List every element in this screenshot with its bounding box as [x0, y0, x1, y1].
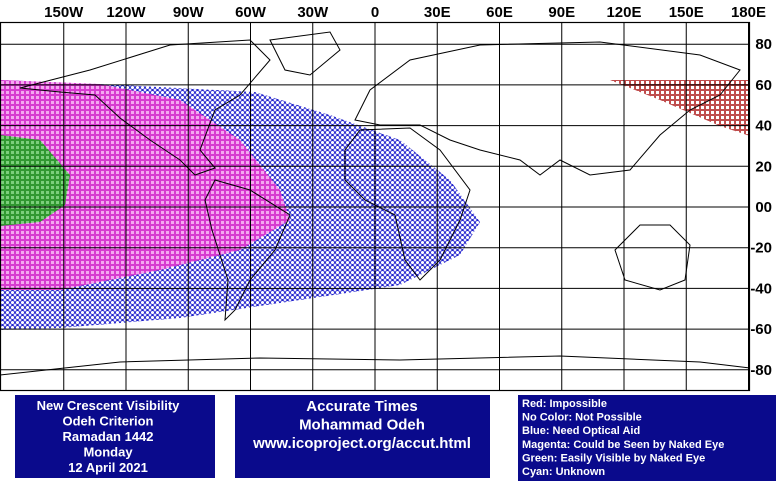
latitude-label: -80 — [750, 362, 772, 379]
longitude-label: 0 — [371, 4, 379, 21]
longitude-label: 90W — [173, 4, 205, 21]
australia — [614, 224, 691, 291]
latitude-label: -60 — [750, 321, 772, 338]
visibility-zones — [0, 80, 750, 330]
longitude-label: 30E — [424, 4, 451, 21]
credits-line: Mohammad Odeh — [299, 417, 425, 434]
longitude-label: 180E — [731, 4, 766, 21]
credits-box — [235, 395, 490, 478]
legend-line: Magenta: Could be Seen by Naked Eye — [522, 439, 724, 451]
longitude-label: 120W — [106, 4, 146, 21]
legend-line: Cyan: Unknown — [522, 466, 605, 478]
coastlines — [0, 31, 751, 376]
antarctica — [0, 355, 751, 376]
credits-line: www.icoproject.org/accut.html — [252, 435, 471, 452]
latitude-label: 40 — [755, 118, 772, 135]
red-zone — [610, 80, 750, 136]
south-america — [204, 179, 291, 322]
credits-line: Accurate Times — [306, 398, 417, 415]
latitude-label: 60 — [755, 77, 772, 94]
latitude-label: 80 — [755, 36, 772, 53]
latitude-label: 20 — [755, 158, 772, 175]
visibility-line: Monday — [83, 445, 133, 460]
latitude-label: -40 — [750, 280, 772, 297]
visibility-box — [15, 395, 215, 478]
longitude-label: 60W — [235, 4, 267, 21]
visibility-line: Odeh Criterion — [62, 414, 153, 429]
north-america — [19, 39, 271, 176]
axis-labels: 150W 120W 90W 60W 30W 0 30E 60E 90E 120E 150E 180E 8… — [44, 4, 772, 379]
visibility-line: 12 April 2021 — [68, 460, 148, 475]
legend-line: Blue: Need Optical Aid — [522, 425, 640, 437]
visibility-line: Ramadan 1442 — [62, 429, 153, 444]
greenland — [269, 31, 341, 76]
legend-line: Red: Impossible — [522, 398, 607, 410]
longitude-label: 150W — [44, 4, 84, 21]
visibility-line: New Crescent Visibility — [37, 398, 181, 413]
legend-box — [518, 395, 776, 481]
latitude-label: 00 — [755, 199, 772, 216]
africa — [344, 127, 471, 281]
legend-line: No Color: Not Possible — [522, 412, 642, 424]
europe-asia — [354, 41, 741, 176]
longitude-label: 90E — [548, 4, 575, 21]
grid — [0, 22, 750, 390]
latitude-label: -20 — [750, 240, 772, 257]
longitude-label: 120E — [606, 4, 641, 21]
longitude-label: 60E — [486, 4, 513, 21]
map-frame — [0, 21, 751, 392]
longitude-label: 150E — [669, 4, 704, 21]
longitude-label: 30W — [297, 4, 329, 21]
legend-line: Green: Easily Visible by Naked Eye — [522, 452, 705, 464]
green-zone — [0, 135, 70, 226]
magenta-zone — [0, 80, 290, 290]
